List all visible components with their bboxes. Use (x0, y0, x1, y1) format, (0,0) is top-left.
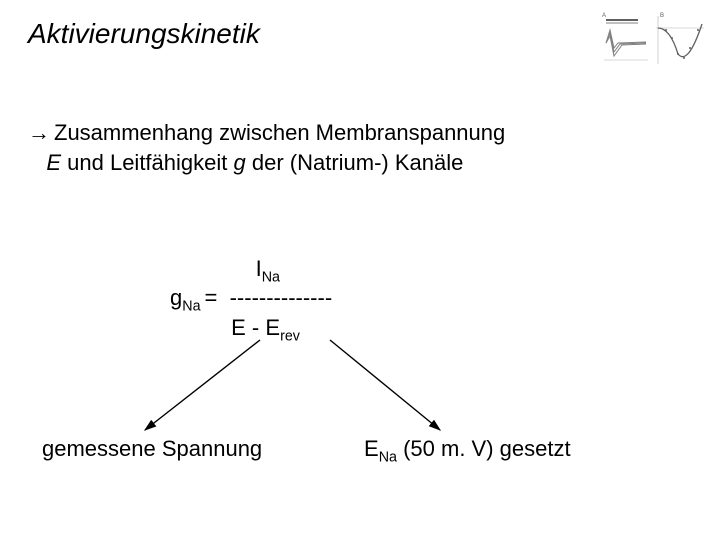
formula-E-right-sub: rev (280, 328, 300, 344)
bullet-text: →Zusammenhang zwischen Membranspannung E… (28, 118, 505, 177)
footnote-right-sub: Na (379, 449, 397, 465)
formula-mid-row: gNa = -------------- (170, 285, 332, 314)
thumb-label-a: A (602, 13, 606, 19)
formula-minus: - (246, 315, 266, 340)
slide-title: Aktivierungskinetik (28, 18, 260, 50)
footnote-right-rest: (50 m. V) gesetzt (397, 436, 571, 461)
formula: INa gNa = -------------- E - Erev (170, 256, 332, 344)
arrow-right (330, 340, 440, 430)
formula-E-right: E (265, 315, 280, 340)
formula-g-sub: Na (182, 299, 204, 315)
arrow-right-icon: → (28, 118, 50, 148)
formula-g: g (170, 285, 182, 310)
formula-denominator-row: E - Erev (170, 315, 332, 344)
formula-equals: = (205, 285, 224, 310)
bullet-line2-indent (28, 150, 46, 175)
thumb-label-b: B (660, 13, 664, 19)
formula-numerator-row: INa (170, 256, 332, 285)
bullet-E: E (46, 150, 61, 175)
footnote-left-text: gemessene Spannung (42, 436, 262, 461)
bullet-line2-mid: und Leitfähigkeit (61, 150, 233, 175)
footnote-right: ENa (50 m. V) gesetzt (364, 436, 571, 465)
footnote-left: gemessene Spannung (42, 436, 262, 462)
arrow-left (145, 340, 260, 430)
thumbnail-chart: A B (598, 8, 708, 68)
formula-E-left: E (231, 315, 246, 340)
bullet-g: g (234, 150, 246, 175)
formula-dashes: -------------- (230, 285, 333, 310)
footnote-right-E: E (364, 436, 379, 461)
bullet-line1: Zusammenhang zwischen Membranspannung (54, 120, 505, 145)
bullet-line2-suffix: der (Natrium-) Kanäle (246, 150, 464, 175)
formula-I-sub: Na (262, 269, 280, 285)
